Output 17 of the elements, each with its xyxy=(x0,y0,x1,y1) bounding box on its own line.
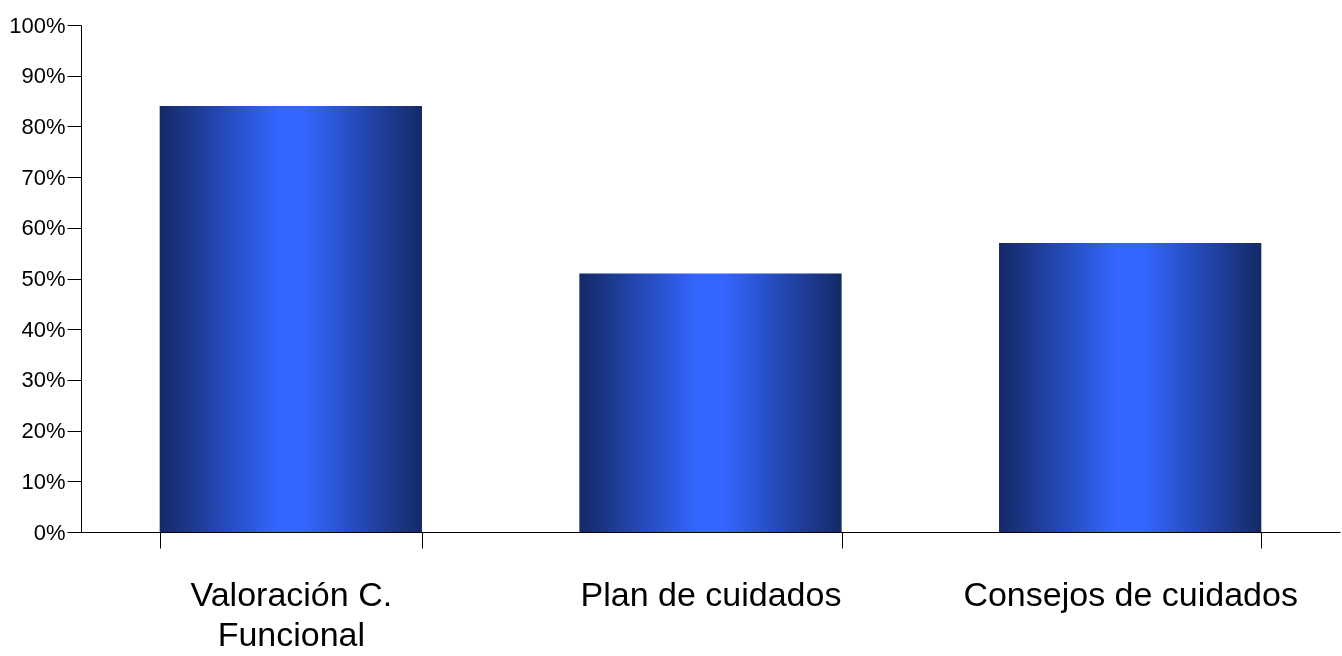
bar xyxy=(159,106,422,532)
y-tick-label: 80% xyxy=(21,113,66,139)
y-tick-label: 100% xyxy=(9,12,66,38)
y-tick-label: 90% xyxy=(21,63,66,89)
bar xyxy=(999,243,1262,532)
y-tick-label: 20% xyxy=(21,418,66,444)
y-tick-label: 30% xyxy=(21,367,66,393)
y-tick-label: 10% xyxy=(21,468,66,494)
y-tick-label: 60% xyxy=(21,215,66,241)
y-tick-label: 70% xyxy=(21,164,66,190)
y-tick-label: 50% xyxy=(21,266,66,291)
x-tick-label: Valoración C. Funcional xyxy=(190,574,393,653)
y-tick-label: 0% xyxy=(33,519,66,545)
y-tick-label: 40% xyxy=(21,316,66,342)
x-tick-label: Plan de cuidados xyxy=(580,574,842,613)
x-tick-label: Consejos de cuidados xyxy=(963,574,1298,613)
bar xyxy=(579,273,842,532)
